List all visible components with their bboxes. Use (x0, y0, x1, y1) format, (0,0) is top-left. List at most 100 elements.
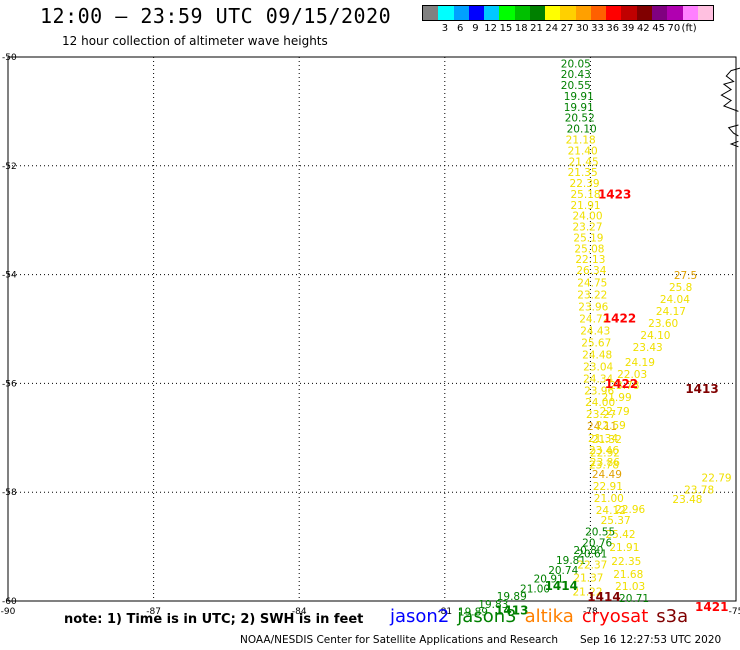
wave-height-value: 24.12 (596, 505, 626, 517)
wave-height-value: 22.03 (617, 369, 647, 381)
scale-swatch (484, 6, 500, 20)
pass-label: 1423 (598, 187, 631, 201)
scale-label: 3 (441, 23, 449, 34)
wave-height-value: 19.83 (478, 599, 508, 611)
wave-height-value: 20.55 (561, 80, 591, 92)
wave-height-value: 21.00 (594, 493, 624, 505)
wave-height-value: 23.43 (633, 342, 663, 354)
x-tick-label: -90 (1, 607, 16, 617)
credit-text: NOAA/NESDIS Center for Satellite Applica… (240, 634, 558, 646)
wave-height-value: 23.27 (586, 409, 616, 421)
satellite-jason2: jason2 (390, 606, 450, 627)
wave-height-value: 20.61 (577, 548, 607, 560)
wave-height-value: 20.80 (573, 545, 603, 557)
wave-height-value: 23.04 (583, 361, 613, 373)
wave-height-value: 21.99 (602, 392, 632, 404)
wave-height-value: 23.27 (572, 222, 602, 234)
wave-height-value: 24.00 (572, 211, 602, 223)
scale-swatch (621, 6, 637, 20)
scale-label: 6 (456, 23, 464, 34)
footer-note: note: 1) Time is in UTC; 2) SWH is in fe… (64, 612, 364, 627)
scale-swatch (529, 6, 546, 20)
x-tick-label: -78 (583, 607, 598, 617)
scale-swatch (468, 6, 485, 20)
pass-label: 1422 (603, 311, 636, 325)
wave-height-value: 20.91 (534, 574, 564, 586)
pass-label: 1413 (495, 604, 528, 618)
wave-height-value: 22.79 (702, 472, 732, 484)
scale-label: 42 (636, 23, 650, 34)
scale-label: 33 (591, 23, 604, 34)
wave-height-value: 22.13 (575, 254, 605, 266)
wave-height-value: 21.40 (568, 145, 598, 157)
scale-swatch (423, 6, 439, 20)
coastline-segment (720, 67, 740, 112)
wave-height-value: 25.19 (573, 232, 603, 244)
wave-height-value: 23.96 (584, 385, 614, 397)
color-scale-legend: 3 6 9 12 15 18 21 24 27 30 33 36 39 42 45 70 (ft) (422, 5, 738, 35)
satellite-legend: jason2 jason3 altika cryosat s3a (390, 606, 696, 627)
wave-height-value: 22.37 (577, 559, 607, 571)
wave-height-value: 20.55 (585, 527, 615, 539)
page-title: 12:00 – 23:59 UTC 09/15/2020 (40, 4, 392, 28)
wave-height-value: 21.32 (592, 434, 622, 446)
wave-height-value: 24.48 (582, 349, 612, 361)
scale-swatch (438, 6, 454, 20)
scale-label: 24 (545, 23, 559, 34)
wave-height-value: 21.91 (571, 200, 601, 212)
wave-height-value: 25.37 (601, 515, 631, 527)
wave-height-value: 22.91 (593, 481, 623, 493)
y-tick-label: -58 (2, 488, 17, 498)
wave-height-value: 21.37 (573, 572, 603, 584)
scale-swatch (651, 6, 668, 20)
scale-swatch (682, 6, 698, 20)
wave-height-value: 26.34 (576, 265, 606, 277)
scale-label: 27 (560, 23, 574, 34)
wave-height-value: 22.39 (570, 178, 600, 190)
scale-swatch (575, 6, 591, 20)
wave-height-value: 21.91 (609, 542, 639, 554)
wave-height-value: 23.86 (590, 457, 620, 469)
wave-height-value: 24.34 (583, 373, 613, 385)
coastline-segment (729, 140, 739, 148)
wave-height-value: 21.45 (569, 156, 599, 168)
scale-label: 30 (575, 23, 589, 34)
wave-height-value: 24.00 (585, 397, 615, 409)
scale-swatch (667, 6, 683, 20)
scale-label: (ft) (681, 23, 697, 34)
y-tick-label: -52 (2, 162, 17, 172)
wave-height-value: 23.78 (589, 459, 619, 471)
wave-height-value: 24.11 (587, 421, 617, 433)
scale-label: 15 (499, 23, 513, 34)
y-tick-label: -60 (2, 597, 17, 607)
x-tick-label: -84 (292, 607, 307, 617)
pass-label: 1421 (695, 600, 728, 614)
wave-height-value: 23.96 (578, 302, 608, 314)
wave-height-value: 24.72 (579, 313, 609, 325)
wave-height-value: 22.59 (596, 420, 626, 432)
wave-height-value: 20.74 (548, 565, 578, 577)
color-scale-labels: 3 6 9 12 15 18 21 24 27 30 33 36 39 42 45 70 (ft) (422, 21, 738, 35)
wave-height-value: 21.03 (615, 581, 645, 593)
x-tick-label: -81 (437, 607, 452, 617)
scale-swatch (560, 6, 576, 20)
wave-height-value: 21.00 (520, 583, 550, 595)
y-tick-label: -56 (2, 379, 17, 389)
wave-height-value: 24.49 (592, 469, 622, 481)
wave-height-value: 25.67 (581, 337, 611, 349)
wave-height-value: 25.8 (669, 282, 692, 294)
wave-height-value: 23.48 (672, 494, 702, 506)
scale-swatch (453, 6, 469, 20)
scale-swatch (545, 6, 561, 20)
wave-height-value: 27.5 (674, 270, 697, 282)
wave-height-value: 24.43 (580, 325, 610, 337)
wave-height-value: 21.35 (568, 167, 598, 179)
pass-label: 1414 (587, 590, 620, 604)
map-frame (7, 56, 737, 602)
scale-swatch (499, 6, 515, 20)
satellite-altika: altika (524, 606, 574, 627)
wave-height-value: 19.91 (564, 102, 594, 114)
wave-height-value: 19.89 (458, 607, 488, 619)
wave-height-value: 21.22 (572, 587, 602, 599)
wave-height-value: 22.96 (615, 504, 645, 516)
